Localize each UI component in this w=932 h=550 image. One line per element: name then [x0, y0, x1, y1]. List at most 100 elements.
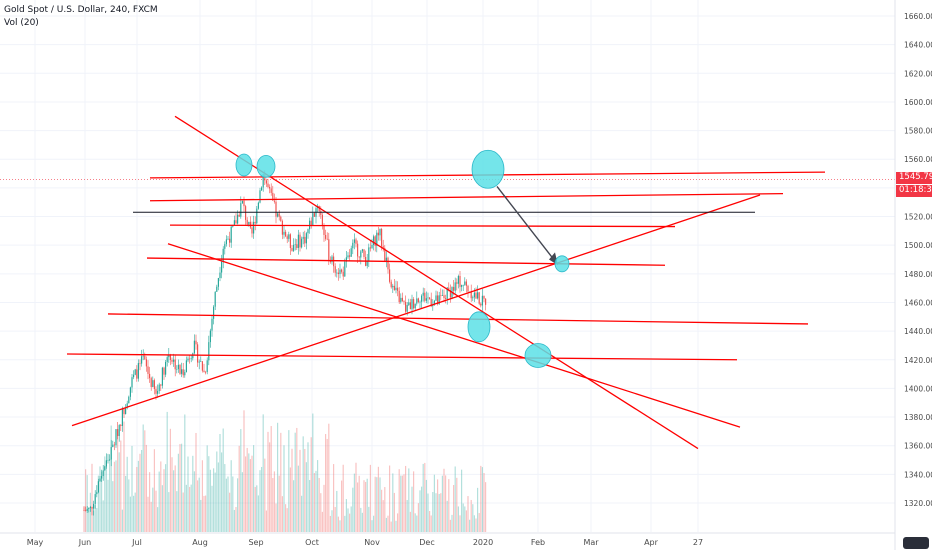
- volume-bar: [429, 511, 431, 532]
- volume-bar: [413, 471, 415, 532]
- candle-body: [137, 363, 139, 379]
- volume-bar: [480, 465, 482, 532]
- volume-bar: [139, 453, 141, 532]
- y-tick-label: 1500.00: [904, 241, 932, 250]
- trendline[interactable]: [174, 115, 699, 450]
- volume-bar: [400, 475, 402, 532]
- volume-bar: [393, 492, 395, 532]
- trendline[interactable]: [167, 243, 741, 428]
- candle-body: [344, 261, 346, 277]
- candle-body: [368, 247, 370, 262]
- ellipse-marker[interactable]: [471, 149, 505, 189]
- volume-bar: [275, 503, 277, 532]
- candle-body: [233, 220, 235, 226]
- candle-body: [275, 201, 277, 217]
- volume-bar: [445, 475, 447, 532]
- volume-bar: [99, 466, 101, 532]
- candle-body: [169, 354, 171, 360]
- candle-body: [241, 200, 243, 204]
- volume-bar: [97, 475, 99, 532]
- volume-bar: [193, 471, 195, 532]
- candle-body: [373, 236, 375, 245]
- volume-bar: [291, 448, 293, 532]
- volume-bar: [387, 515, 389, 532]
- ellipse-marker[interactable]: [524, 343, 552, 368]
- volume-bar: [136, 466, 138, 532]
- volume-bar: [321, 511, 323, 532]
- volume-bar: [317, 460, 319, 532]
- candle-body: [333, 256, 335, 267]
- arrow-shaft[interactable]: [496, 186, 557, 263]
- trendline[interactable]: [146, 257, 666, 266]
- volume-bar: [329, 515, 331, 532]
- ellipse-marker[interactable]: [256, 154, 276, 178]
- volume-bar: [177, 453, 179, 532]
- volume-bar: [129, 496, 131, 532]
- volume-bar: [237, 478, 239, 532]
- candle-body: [149, 373, 151, 379]
- volume-bar: [249, 459, 251, 532]
- volume-bar: [422, 463, 424, 532]
- volume-bar: [254, 486, 256, 532]
- volume-bar: [278, 475, 280, 532]
- volume-bar: [379, 477, 381, 532]
- candle-body: [257, 202, 259, 209]
- volume-bar: [181, 443, 183, 532]
- volume-bar: [285, 504, 287, 532]
- candle-body: [123, 408, 125, 415]
- candle-body: [293, 244, 295, 251]
- y-tick-label: 1420.00: [904, 356, 932, 365]
- volume-bar: [153, 449, 155, 532]
- volume-bar: [299, 449, 301, 532]
- trendline[interactable]: [149, 192, 784, 202]
- volume-bar: [168, 492, 170, 532]
- trendline[interactable]: [169, 224, 676, 228]
- candle-body: [379, 228, 381, 236]
- candle-body: [281, 220, 283, 235]
- trendline[interactable]: [71, 194, 761, 427]
- candle-body: [101, 476, 103, 479]
- candle-body: [304, 236, 306, 244]
- volume-bar: [443, 468, 445, 532]
- trendline[interactable]: [107, 313, 809, 325]
- volume-bar: [462, 503, 464, 532]
- candle-body: [320, 211, 322, 215]
- volume-bar: [448, 479, 450, 532]
- candle-body: [107, 459, 109, 461]
- candle-body: [265, 180, 267, 184]
- volume-bar: [240, 429, 242, 532]
- candle-body: [94, 494, 96, 504]
- volume-bar: [224, 464, 226, 532]
- volume-bar: [307, 442, 309, 532]
- trendline[interactable]: [66, 353, 738, 361]
- ellipse-marker[interactable]: [467, 311, 491, 343]
- y-tick-label: 1480.00: [904, 270, 932, 279]
- volume-bar: [409, 511, 411, 532]
- candle-body: [280, 216, 282, 221]
- candle-body: [307, 229, 309, 234]
- volume-bar: [459, 515, 461, 532]
- volume-bar: [478, 513, 480, 532]
- candle-body: [219, 272, 221, 279]
- ellipse-marker[interactable]: [235, 153, 253, 177]
- candle-body: [102, 470, 104, 477]
- volume-bar: [117, 434, 119, 532]
- candle-body: [289, 234, 291, 249]
- volume-bar: [344, 515, 346, 532]
- volume-bar: [113, 461, 115, 532]
- candle-body: [472, 297, 474, 299]
- candle-body: [131, 377, 133, 388]
- volume-bar: [421, 486, 423, 532]
- candle-body: [462, 284, 464, 286]
- candle-body: [110, 447, 112, 460]
- volume-bar: [190, 484, 192, 532]
- candle-body: [326, 238, 328, 240]
- ellipse-marker[interactable]: [554, 255, 570, 273]
- volume-bar: [208, 456, 210, 532]
- volume-bar: [358, 475, 360, 532]
- volume-bar: [209, 469, 211, 532]
- candle-body: [337, 272, 339, 275]
- candle-body: [438, 295, 440, 305]
